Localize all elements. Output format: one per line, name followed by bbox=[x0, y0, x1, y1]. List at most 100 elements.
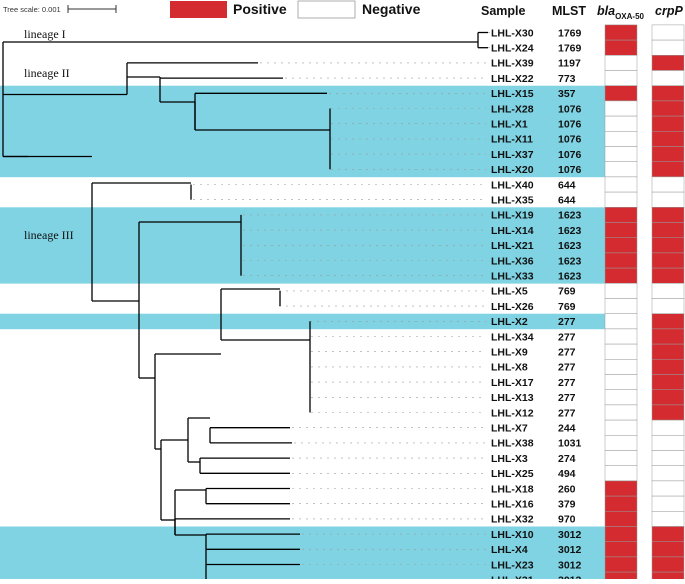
crpp-cell bbox=[651, 24, 685, 41]
header-bla: blaOXA-50 bbox=[597, 4, 645, 21]
bla-oxa50-cell bbox=[604, 55, 638, 71]
crpp-cell bbox=[651, 495, 685, 512]
highlight-band bbox=[0, 207, 605, 223]
bla-oxa50-cell bbox=[604, 313, 638, 330]
sample-label: LHL-X13 bbox=[491, 392, 534, 404]
sample-label: LHL-X14 bbox=[491, 225, 534, 237]
mlst-value: 1623 bbox=[558, 271, 582, 283]
mlst-value: 260 bbox=[558, 483, 576, 495]
mlst-value: 1769 bbox=[558, 43, 582, 55]
sample-label: LHL-X23 bbox=[491, 559, 534, 571]
leaf-guide-lines bbox=[193, 32, 490, 581]
sample-label: LHL-X19 bbox=[491, 210, 534, 222]
bla-oxa50-cell bbox=[604, 480, 638, 497]
crpp-cell bbox=[651, 115, 685, 132]
mlst-value: 494 bbox=[558, 468, 576, 480]
crpp-cell bbox=[651, 511, 685, 527]
mlst-value: 277 bbox=[558, 331, 576, 343]
bla-oxa50-cell bbox=[604, 131, 638, 147]
bla-oxa50-cell bbox=[604, 39, 638, 56]
mlst-value: 1076 bbox=[558, 164, 582, 176]
crpp-cell bbox=[651, 191, 685, 208]
sample-label: LHL-X4 bbox=[491, 544, 528, 556]
sample-label: LHL-X37 bbox=[491, 149, 534, 161]
mlst-value: 357 bbox=[558, 88, 576, 100]
bla-oxa50-cell bbox=[604, 541, 638, 558]
mlst-value: 769 bbox=[558, 286, 576, 298]
sample-label: LHL-X7 bbox=[491, 423, 528, 435]
mlst-value: 1623 bbox=[558, 240, 582, 252]
mlst-value: 3012 bbox=[558, 529, 582, 541]
mlst-value: 3012 bbox=[558, 544, 582, 556]
highlight-band bbox=[0, 237, 605, 254]
bla-oxa50-cell bbox=[604, 146, 638, 162]
mlst-value: 773 bbox=[558, 73, 576, 85]
bla-oxa50-cell bbox=[604, 556, 638, 573]
mlst-value: 3012 bbox=[558, 575, 582, 580]
sample-label: LHL-X20 bbox=[491, 164, 534, 176]
sample-label: LHL-X35 bbox=[491, 195, 534, 207]
bla-oxa50-cell bbox=[604, 191, 638, 208]
crpp-cell bbox=[651, 267, 685, 284]
highlight-band bbox=[0, 116, 605, 132]
header-sample: Sample bbox=[481, 4, 526, 18]
crpp-cell bbox=[651, 237, 685, 254]
crpp-cell bbox=[651, 283, 685, 299]
bla-oxa50-cell bbox=[604, 450, 638, 466]
mlst-value: 3012 bbox=[558, 559, 582, 571]
sample-label: LHL-X25 bbox=[491, 468, 534, 480]
bla-oxa50-cell bbox=[604, 404, 638, 421]
mlst-value: 277 bbox=[558, 392, 576, 404]
bla-oxa50-cell bbox=[604, 267, 638, 284]
sample-label: LHL-X3 bbox=[491, 453, 528, 465]
bla-oxa50-cell bbox=[604, 70, 638, 86]
sample-label: LHL-X40 bbox=[491, 179, 534, 191]
crpp-cell bbox=[651, 39, 685, 56]
sample-label: LHL-X36 bbox=[491, 255, 534, 267]
bla-oxa50-cell bbox=[604, 571, 638, 584]
sample-label: LHL-X2 bbox=[491, 316, 528, 328]
highlight-band bbox=[0, 268, 605, 284]
mlst-value: 769 bbox=[558, 301, 576, 313]
bla-oxa50-cell bbox=[604, 237, 638, 254]
bla-oxa50-cell bbox=[604, 343, 638, 360]
gene-presence-heatmap bbox=[604, 24, 685, 584]
legend-negative-label: Negative bbox=[362, 1, 421, 17]
mlst-value: 1076 bbox=[558, 149, 582, 161]
crpp-cell bbox=[651, 328, 685, 345]
legend-negative-swatch bbox=[297, 0, 356, 19]
mlst-value: 1623 bbox=[558, 225, 582, 237]
sample-label: LHL-X9 bbox=[491, 347, 528, 359]
crpp-cell bbox=[651, 313, 685, 330]
crpp-cell bbox=[651, 131, 685, 147]
header-crpp: crpP bbox=[655, 4, 683, 18]
sample-label: LHL-X5 bbox=[491, 286, 528, 298]
highlight-band bbox=[0, 252, 605, 269]
legend-positive-label: Positive bbox=[233, 1, 287, 17]
mlst-value: 1623 bbox=[558, 210, 582, 222]
sample-label: LHL-X18 bbox=[491, 483, 534, 495]
highlight-band bbox=[0, 131, 605, 147]
sample-label: LHL-X26 bbox=[491, 301, 534, 313]
mlst-value: 1623 bbox=[558, 255, 582, 267]
mlst-value: 1769 bbox=[558, 27, 582, 39]
sample-label: LHL-X38 bbox=[491, 438, 534, 450]
crpp-cell bbox=[651, 298, 685, 314]
sample-label: LHL-X28 bbox=[491, 103, 534, 115]
legend-positive-swatch bbox=[170, 1, 227, 18]
bla-oxa50-cell bbox=[604, 495, 638, 512]
crpp-cell bbox=[651, 359, 685, 375]
bla-oxa50-cell bbox=[604, 222, 638, 238]
sample-label: LHL-X15 bbox=[491, 88, 534, 100]
sample-label: LHL-X8 bbox=[491, 362, 528, 374]
bla-oxa50-cell bbox=[604, 389, 638, 406]
bla-oxa50-cell bbox=[604, 435, 638, 451]
crpp-cell bbox=[651, 85, 685, 102]
crpp-cell bbox=[651, 480, 685, 497]
crpp-cell bbox=[651, 100, 685, 117]
mlst-value: 274 bbox=[558, 453, 576, 465]
bla-oxa50-cell bbox=[604, 24, 638, 41]
crpp-cell bbox=[651, 404, 685, 421]
